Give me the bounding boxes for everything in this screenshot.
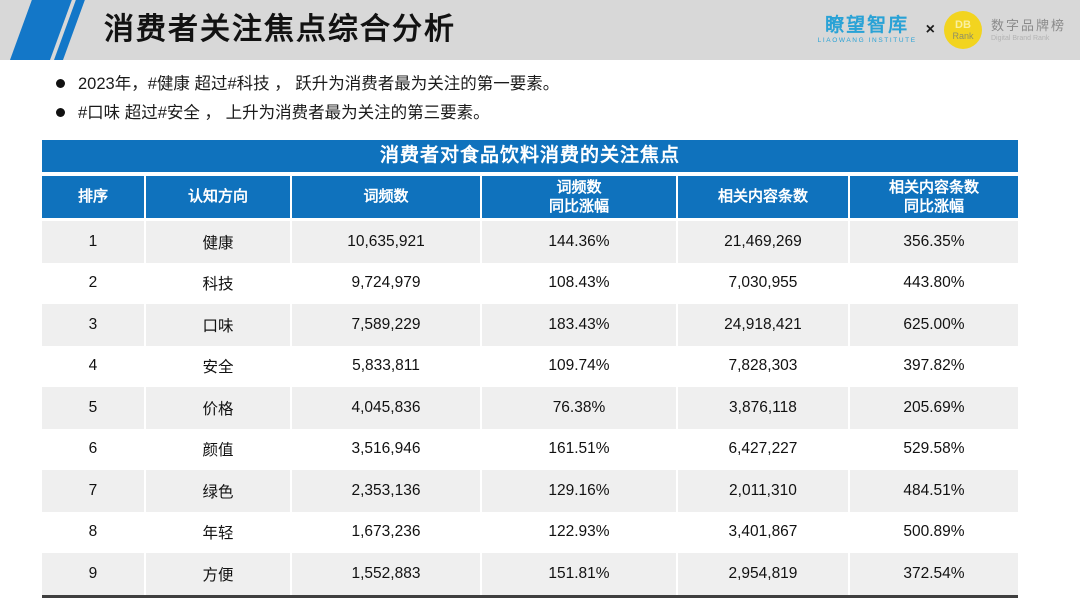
table-cell: 6 bbox=[88, 440, 98, 458]
table-cell: 4,045,836 bbox=[289, 387, 480, 429]
header-band: 消费者关注焦点综合分析 瞭望智库 LIAOWANG INSTITUTE × DB… bbox=[0, 0, 1080, 60]
table-cell: 3,876,118 bbox=[675, 387, 848, 429]
table-row: 2 科技 9,724,979 108.43% 7,030,955 443.80% bbox=[42, 262, 1018, 304]
focus-table: 消费者对食品饮料消费的关注焦点 排序 认知方向 词频数 词频数 同比涨幅 相关内容条数相… bbox=[42, 140, 1018, 598]
table-cell: 625.00% bbox=[847, 304, 1018, 346]
table-cell: 2,954,819 bbox=[675, 553, 848, 595]
dbrank-circle-icon: DB Rank bbox=[943, 11, 982, 49]
table-body: 1 健康 10,635,921 144.36% 21,469,269 356.35% 2 科技… bbox=[42, 221, 1018, 598]
table-row: 3 口味 7,589,229 183.43% 24,918,421 625.00% bbox=[42, 304, 1018, 346]
table-cell: 205.69% bbox=[847, 387, 1018, 429]
table-cell: 2 bbox=[88, 274, 98, 292]
table-cell: 372.54% bbox=[847, 553, 1018, 595]
table-cell: 价格 bbox=[143, 387, 290, 429]
table-cell: 1 bbox=[88, 232, 98, 250]
table-cell: 144.36% bbox=[480, 221, 676, 263]
table-cell: 484.51% bbox=[847, 470, 1018, 512]
table-cell: 10,635,921 bbox=[289, 221, 480, 263]
table-cell: 356.35% bbox=[847, 221, 1018, 263]
table-row: 7 绿色 2,353,136 129.16% 2,011,310 484.51% bbox=[42, 470, 1018, 512]
table-cell: 108.43% bbox=[480, 262, 676, 304]
table-cell: 1,552,883 bbox=[289, 553, 480, 595]
table-cell: 6,427,227 bbox=[675, 428, 848, 470]
table-cell: 122.93% bbox=[480, 511, 676, 553]
table-cell: 年轻 bbox=[143, 511, 290, 553]
table-cell: 161.51% bbox=[480, 428, 676, 470]
bullet-list: 2023年，#健康 超过#科技 ， 跃升为消费者最为关注的第一要素。 #口味 超… bbox=[55, 74, 559, 131]
table-cell: 5 bbox=[88, 398, 98, 416]
table-cell: 2,011,310 bbox=[675, 470, 848, 512]
table-cell: 7 bbox=[88, 481, 98, 499]
table-cell: 3,516,946 bbox=[289, 428, 480, 470]
table-row: 4 安全 5,833,811 109.74% 7,828,303 397.82% bbox=[42, 345, 1018, 387]
page-title: 消费者关注焦点综合分析 bbox=[104, 13, 456, 46]
liaowang-logo-subtext: LIAOWANG INSTITUTE bbox=[817, 36, 917, 44]
table-row: 8 年轻 1,673,236 122.93% 3,401,867 500.89% bbox=[42, 511, 1018, 553]
table-row: 5 价格 4,045,836 76.38% 3,876,118 205.69% bbox=[42, 387, 1018, 429]
table-cell: 24,918,421 bbox=[675, 304, 848, 346]
table-row: 1 健康 10,635,921 144.36% 21,469,269 356.35% bbox=[42, 221, 1018, 263]
dbrank-logo: 数字品牌榜 Digital Brand Rank bbox=[991, 19, 1066, 42]
table-cell: 151.81% bbox=[480, 553, 676, 595]
table-cell: 方便 bbox=[143, 553, 290, 595]
table-cell: 129.16% bbox=[480, 470, 676, 512]
table-cell: 安全 bbox=[143, 345, 290, 387]
table-cell: 绿色 bbox=[143, 470, 290, 512]
table-cell: 1,673,236 bbox=[289, 511, 480, 553]
table-cell: 109.74% bbox=[480, 345, 676, 387]
liaowang-logo-text: 瞭望智库 bbox=[825, 14, 910, 36]
dbrank-logo-text: 数字品牌榜 bbox=[990, 17, 1066, 33]
db-circle-line2: Rank bbox=[952, 30, 974, 41]
table-cell: 3,401,867 bbox=[675, 511, 848, 553]
table-cell: 529.58% bbox=[847, 428, 1018, 470]
table-cell: 397.82% bbox=[847, 345, 1018, 387]
table-cell: 9 bbox=[88, 564, 98, 582]
column-header: 认知方向 bbox=[143, 176, 290, 218]
logo-group: 瞭望智库 LIAOWANG INSTITUTE × DB Rank 数字品牌榜 … bbox=[818, 0, 1066, 60]
table-cell: 9,724,979 bbox=[289, 262, 480, 304]
table-cell: 3 bbox=[88, 315, 98, 333]
table-cell: 7,030,955 bbox=[675, 262, 848, 304]
table-cell: 500.89% bbox=[847, 511, 1018, 553]
table-cell: 7,589,229 bbox=[289, 304, 480, 346]
table-cell: 21,469,269 bbox=[675, 221, 848, 263]
column-header: 排序 bbox=[77, 188, 108, 206]
table-cell: 7,828,303 bbox=[675, 345, 848, 387]
column-header: 相关内容条数 同比涨幅 bbox=[847, 176, 1018, 218]
bullet-item: 2023年，#健康 超过#科技 ， 跃升为消费者最为关注的第一要素。 bbox=[55, 74, 559, 95]
table-cell: 8 bbox=[88, 523, 98, 541]
times-icon: × bbox=[925, 21, 935, 38]
table-cell: 2,353,136 bbox=[289, 470, 480, 512]
table-title: 消费者对食品饮料消费的关注焦点 bbox=[42, 140, 1018, 172]
table-cell: 5,833,811 bbox=[289, 345, 480, 387]
table-cell: 76.38% bbox=[480, 387, 676, 429]
bullet-item: #口味 超过#安全 ， 上升为消费者最为关注的第三要素。 bbox=[55, 103, 559, 124]
column-header: 相关内容条数 bbox=[675, 176, 848, 218]
table-cell: 4 bbox=[88, 357, 98, 375]
table-cell: 443.80% bbox=[847, 262, 1018, 304]
table-row: 9 方便 1,552,883 151.81% 2,954,819 372.54% bbox=[42, 553, 1018, 595]
table-header-row: 排序 认知方向 词频数 词频数 同比涨幅 相关内容条数 相关内容条数 同比涨幅 bbox=[42, 176, 1018, 218]
db-circle-line1: DB bbox=[955, 18, 971, 31]
column-header: 词频数 同比涨幅 bbox=[480, 176, 676, 218]
table-cell: 183.43% bbox=[480, 304, 676, 346]
dbrank-logo-subtext: Digital Brand Rank bbox=[990, 34, 1050, 42]
table-cell: 颜值 bbox=[143, 428, 290, 470]
table-cell: 健康 bbox=[143, 221, 290, 263]
table-row: 6 颜值 3,516,946 161.51% 6,427,227 529.58% bbox=[42, 428, 1018, 470]
table-cell: 科技 bbox=[143, 262, 290, 304]
liaowang-logo: 瞭望智库 LIAOWANG INSTITUTE bbox=[818, 16, 917, 45]
column-header: 词频数 bbox=[289, 176, 480, 218]
table-cell: 口味 bbox=[143, 304, 290, 346]
